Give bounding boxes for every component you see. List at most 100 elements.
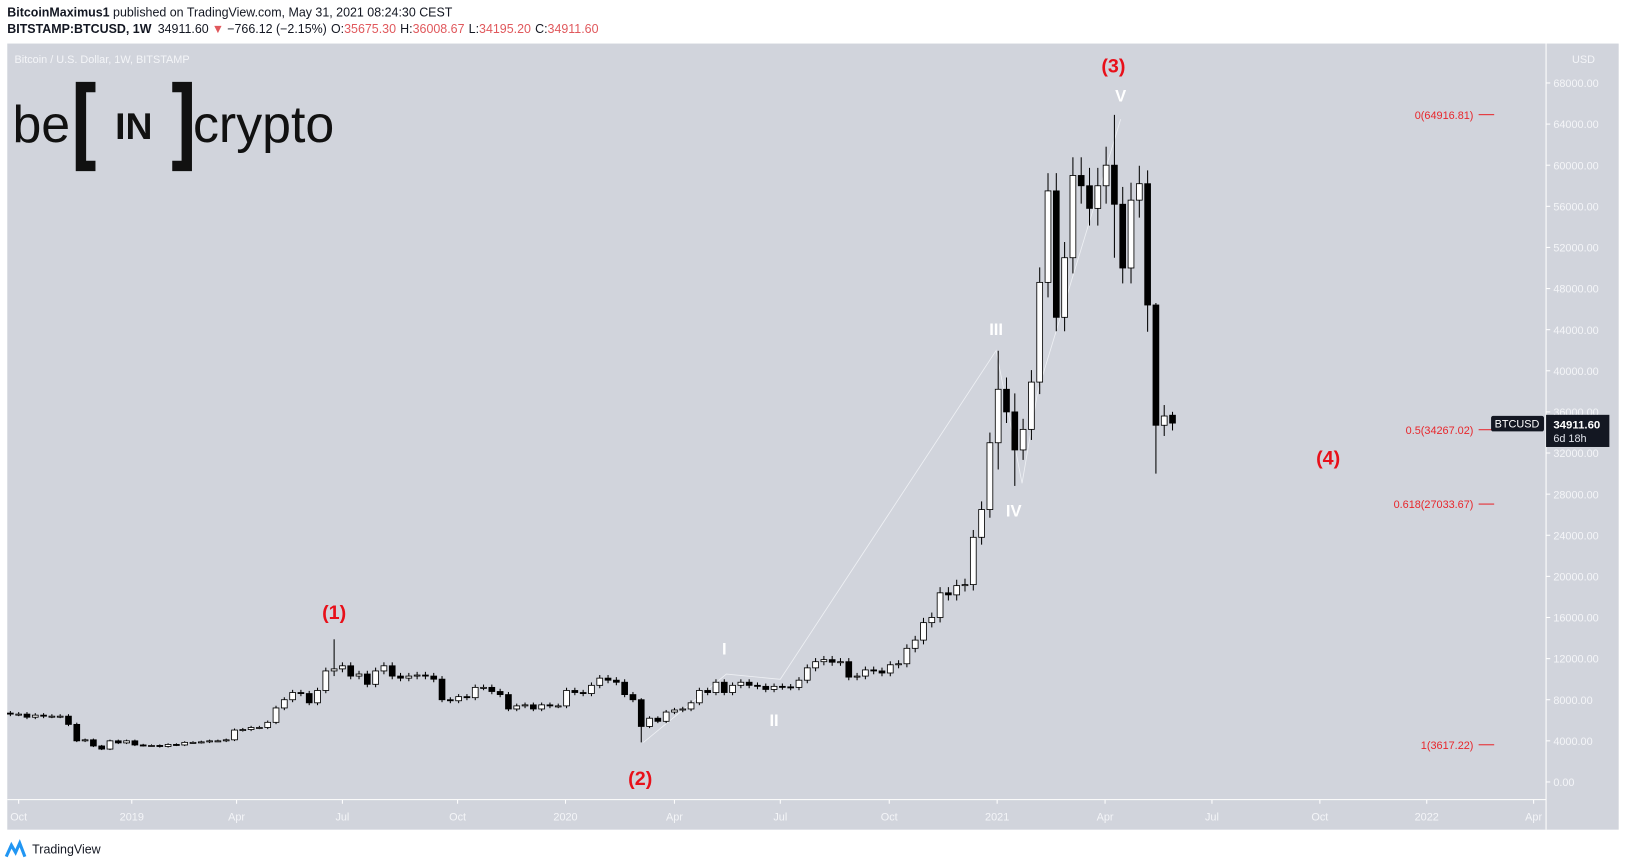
candle-body-up [886,664,894,674]
candle-body-up [256,727,263,729]
candle [862,666,869,680]
chart-title: Bitcoin / U.S. Dollar, 1W, BITSTAMP [15,54,190,66]
candle [994,350,1002,470]
candle [554,703,562,709]
candle-body-up [222,739,230,742]
x-tick-label: Jul [773,811,787,823]
candle [1152,302,1160,474]
candle [148,744,155,747]
candle-body-up [405,675,413,679]
low-label: L: [469,22,479,36]
candle-body-up [928,617,936,624]
tradingview-logo[interactable]: TradingView [4,839,102,858]
y-tick-label: 0.00 [1553,777,1574,789]
candle [173,743,180,747]
candle-body-down [7,712,14,715]
candle [496,688,504,698]
publish-info: published on TradingView.com, May 31, 20… [110,6,453,20]
candle-body-down [131,740,139,746]
candle [1003,377,1010,424]
candle-body-up [355,673,363,677]
x-tick-label: 2020 [553,811,577,823]
candle-body-up [181,741,189,746]
candle [114,739,122,745]
candle [538,702,545,712]
candle-body-up [330,668,338,672]
x-tick-label: Jul [335,811,349,823]
price-tag-value: 34911.60 [1553,419,1600,431]
publish-line: BitcoinMaximus1 published on TradingView… [7,6,453,20]
candle-body-up [148,745,155,747]
candle-body-down [496,691,504,696]
candle [222,738,230,743]
candle-body-up [853,675,861,678]
candle [363,670,371,688]
candle [945,587,952,601]
candle [1028,370,1035,440]
candle [712,679,720,696]
candle-body-up [322,670,330,691]
time-axis[interactable]: Oct 2019 Apr Jul Oct 2020 Apr Jul Oct 2021 Apr Jul O… [10,799,1542,824]
candle-body-up [197,741,205,744]
candle [646,716,653,729]
candle-body-up [1036,281,1044,383]
candle [164,743,172,748]
candle-body-up [671,709,678,713]
candle [1086,167,1093,226]
wave-label-iii: III [989,320,1003,339]
y-tick-label: 60000.00 [1553,160,1598,172]
candle [754,682,761,690]
candle-body-up [164,744,172,747]
y-tick-label: 12000.00 [1553,654,1598,666]
candle-body-up [920,622,927,641]
candle-body-up [231,729,238,741]
fib-retracement[interactable]: 0(64916.81) 0.5(34267.02) 0.618(27033.67) 1… [1394,110,1495,752]
x-tick-label: Oct [881,811,898,823]
candle [1119,186,1127,284]
candle-body-up [961,584,969,587]
candle-body-down [422,674,429,677]
candle-body-down [828,659,836,663]
y-tick-label: 32000.00 [1553,448,1598,460]
candle-body-up [737,681,745,686]
candle-body-down [604,677,612,681]
close-value: 34911.60 [548,22,599,36]
candle-body-down [1169,414,1176,424]
candle-body-down [430,675,438,680]
candle [1169,411,1176,431]
candle-body-up [986,442,994,510]
candle-body-up [189,741,197,744]
x-tick-label: Apr [1525,811,1542,823]
y-tick-label: 36000.00 [1553,407,1598,419]
candle [247,725,255,732]
candle-body-down [488,686,496,692]
candle-body-down [1144,183,1151,306]
last-price: 34911.60 [158,22,209,36]
candle [911,635,919,653]
candle-body-down [845,661,853,678]
y-tick-label: 40000.00 [1553,366,1598,378]
candle [447,697,454,704]
price-axis[interactable]: 0.00 4000.00 8000.00 12000.00 16000.00 20000.… [1546,78,1599,789]
candle-body-down [23,713,31,718]
candle-body-down [720,681,728,693]
candle-body-up [596,677,604,686]
candle-body-up [1102,164,1110,187]
candle-body-up [123,740,130,744]
author[interactable]: BitcoinMaximus1 [7,6,109,20]
candle [629,691,637,703]
candle [687,700,695,712]
candle [953,579,961,601]
candle [264,720,272,730]
candle [596,675,604,689]
x-tick-label: 2019 [120,811,144,823]
candle-body-down [613,679,620,683]
candle [1019,418,1027,460]
candle [671,707,678,715]
candle [239,727,247,732]
y-tick-label: 52000.00 [1553,243,1598,255]
chart-background[interactable] [7,43,1619,830]
currency-label: USD [1572,54,1595,66]
candle-body-up [588,684,595,694]
candle-body-up [31,714,39,718]
